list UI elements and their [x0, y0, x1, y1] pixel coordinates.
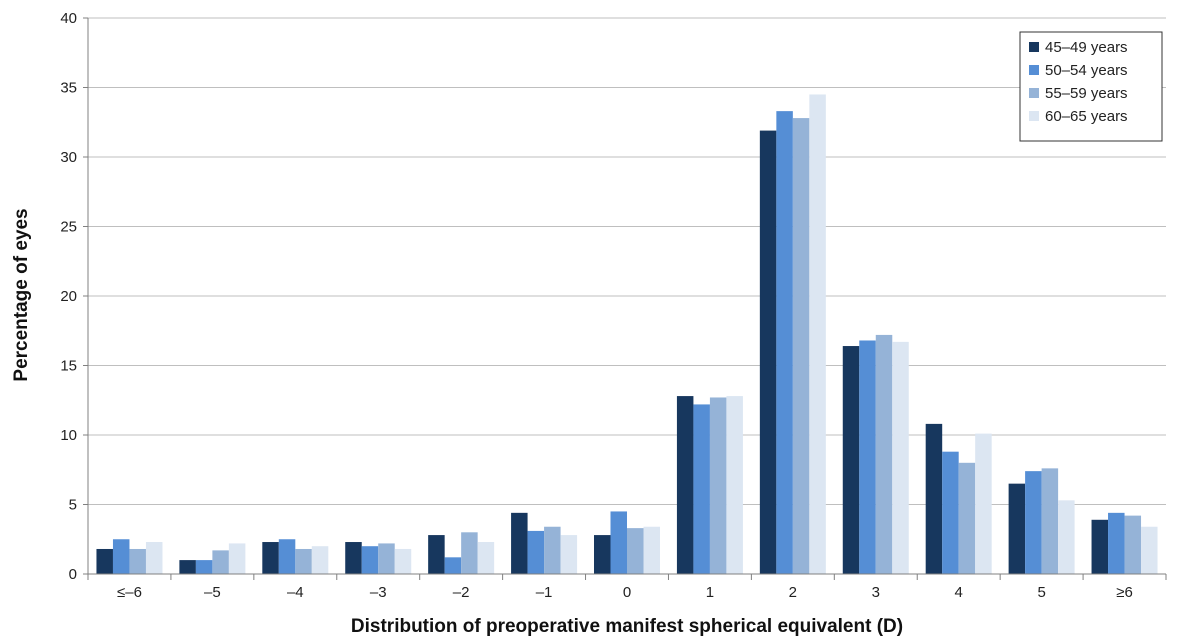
bar	[1058, 500, 1075, 574]
y-tick-label: 20	[60, 288, 77, 305]
legend-swatch	[1029, 88, 1039, 98]
bar	[212, 550, 229, 574]
bar	[1091, 519, 1109, 574]
y-tick-label: 0	[69, 566, 77, 583]
bar	[809, 94, 826, 574]
legend-box	[1019, 31, 1163, 142]
bar	[942, 451, 959, 574]
bar	[958, 462, 976, 574]
bar	[792, 118, 810, 574]
bar	[726, 396, 743, 574]
bar	[361, 546, 379, 574]
legend: 45–49 years 50–54 years 55–59 years 60–65 y…	[1019, 31, 1163, 142]
x-tick-label: 1	[706, 584, 714, 601]
bar	[1124, 515, 1142, 574]
bar	[179, 560, 196, 574]
bar	[278, 539, 296, 574]
axes	[87, 18, 1167, 580]
legend-swatch	[1029, 65, 1039, 75]
bar	[560, 535, 578, 574]
bar	[145, 542, 163, 574]
bar	[345, 542, 362, 574]
bar	[295, 548, 312, 574]
bar	[693, 404, 710, 574]
bar	[96, 548, 113, 574]
bar	[511, 512, 528, 574]
x-tick-labels: ≤–6 –5 –4 –3 –2 –1 0 1 2 3 4 5 ≥6	[117, 584, 1133, 601]
bar	[262, 542, 279, 574]
y-tick-label: 35	[60, 80, 77, 97]
x-tick-label: ≥6	[1116, 584, 1133, 601]
bar	[195, 560, 213, 574]
bar	[129, 548, 146, 574]
y-tick-label: 40	[60, 10, 77, 27]
bar	[925, 423, 943, 574]
bar	[709, 397, 727, 574]
x-tick-label: 4	[955, 584, 963, 601]
x-tick-label: –4	[287, 584, 304, 601]
bar	[311, 546, 329, 574]
bar	[1025, 471, 1042, 574]
y-tick-label: 25	[60, 219, 77, 236]
x-tick-label: –3	[370, 584, 387, 601]
x-tick-label: 3	[872, 584, 880, 601]
bar	[842, 346, 860, 574]
legend-label: 45–49 years	[1045, 39, 1128, 56]
y-axis-title: Percentage of eyes	[11, 208, 32, 381]
bar	[544, 526, 561, 574]
y-tick-label: 15	[60, 358, 77, 375]
y-tick-label: 30	[60, 149, 77, 166]
bar	[610, 511, 627, 574]
bar	[1141, 526, 1158, 574]
x-axis-title: Distribution of preoperative manifest sp…	[351, 616, 903, 637]
bar	[594, 535, 611, 574]
y-tick-label: 10	[60, 427, 77, 444]
bar	[627, 528, 644, 574]
bar	[477, 542, 495, 574]
bar	[975, 433, 992, 574]
legend-swatch	[1029, 111, 1039, 121]
bar	[676, 396, 694, 574]
bar	[461, 532, 478, 574]
x-tick-label: –1	[536, 584, 553, 601]
bar	[1041, 468, 1059, 574]
bar	[112, 539, 130, 574]
y-tick-labels: 0 5 10 15 20 25 30 35 40	[60, 10, 77, 583]
x-tick-label: –5	[204, 584, 221, 601]
legend-swatch	[1029, 42, 1039, 52]
bar	[444, 557, 462, 574]
legend-label: 55–59 years	[1045, 85, 1128, 102]
bar	[1008, 483, 1026, 574]
x-tick-label: –2	[453, 584, 470, 601]
bar	[378, 543, 395, 574]
x-tick-label: 5	[1037, 584, 1045, 601]
x-tick-label: ≤–6	[117, 584, 142, 601]
bar	[776, 111, 793, 574]
bar	[394, 548, 412, 574]
bar	[643, 526, 660, 574]
bar	[1108, 512, 1125, 574]
bars	[96, 94, 1158, 574]
bar	[859, 340, 876, 574]
gridlines	[83, 17, 1166, 575]
y-tick-label: 5	[69, 497, 77, 514]
bar	[228, 543, 246, 574]
legend-label: 60–65 years	[1045, 108, 1128, 125]
legend-label: 50–54 years	[1045, 62, 1128, 79]
x-tick-label: 0	[623, 584, 631, 601]
bar	[892, 341, 909, 574]
bar	[875, 334, 893, 574]
x-tick-label: 2	[789, 584, 797, 601]
bar	[759, 130, 777, 574]
bar	[428, 535, 445, 574]
bar	[527, 530, 545, 574]
